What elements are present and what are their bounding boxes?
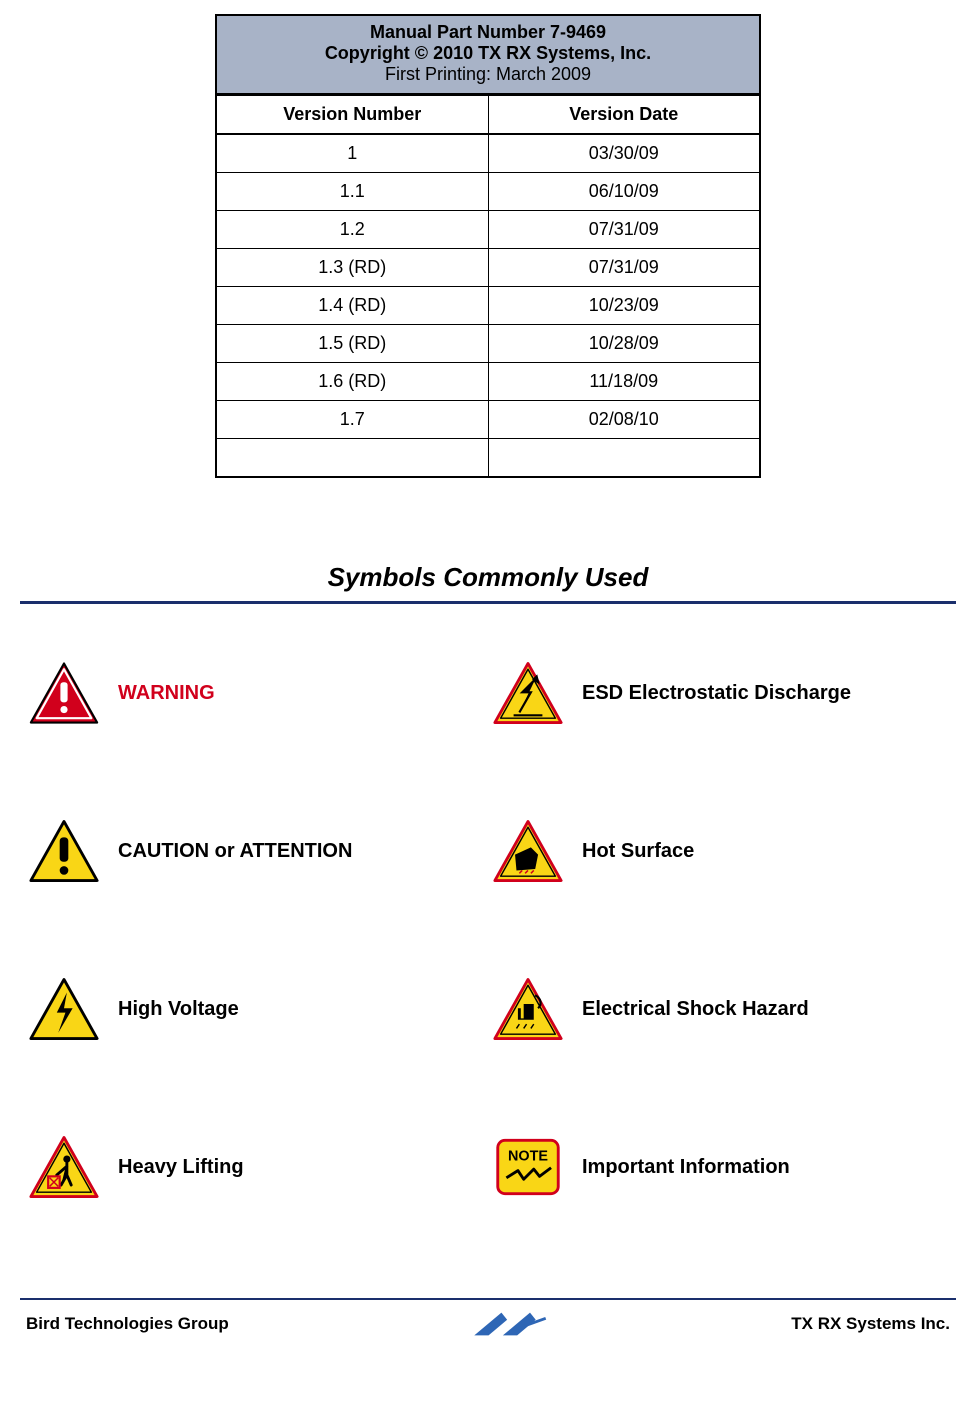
heading-rule bbox=[20, 601, 956, 604]
cell-date: 07/31/09 bbox=[488, 249, 760, 287]
cell-date: 06/10/09 bbox=[488, 173, 760, 211]
symbol-heavy-lifting: Heavy Lifting bbox=[28, 1134, 492, 1200]
footer-logo-icon bbox=[467, 1304, 553, 1344]
symbol-label: Hot Surface bbox=[582, 840, 694, 863]
symbol-label: High Voltage bbox=[118, 998, 239, 1021]
cell-ver: 1.6 (RD) bbox=[216, 363, 488, 401]
header-line-1: Manual Part Number 7-9469 bbox=[221, 22, 755, 43]
cell-date: 10/28/09 bbox=[488, 325, 760, 363]
cell-date bbox=[488, 439, 760, 478]
header-line-2: Copyright © 2010 TX RX Systems, Inc. bbox=[221, 43, 755, 64]
cell-ver: 1.2 bbox=[216, 211, 488, 249]
cell-date: 07/31/09 bbox=[488, 211, 760, 249]
symbol-label: CAUTION or ATTENTION bbox=[118, 840, 352, 863]
cell-date: 03/30/09 bbox=[488, 134, 760, 173]
symbol-label: Important Information bbox=[582, 1156, 790, 1179]
symbol-warning: WARNING bbox=[28, 660, 492, 726]
note-icon: NOTE bbox=[492, 1134, 564, 1200]
shock-hazard-icon bbox=[492, 976, 564, 1042]
footer-left: Bird Technologies Group bbox=[26, 1314, 229, 1334]
heavy-lifting-icon bbox=[28, 1134, 100, 1200]
footer-rule bbox=[20, 1298, 956, 1300]
version-table: Manual Part Number 7-9469 Copyright © 20… bbox=[215, 14, 761, 478]
symbol-esd: ESD Electrostatic Discharge bbox=[492, 660, 956, 726]
symbol-high-voltage: High Voltage bbox=[28, 976, 492, 1042]
symbol-label: Electrical Shock Hazard bbox=[582, 998, 809, 1021]
symbol-shock-hazard: Electrical Shock Hazard bbox=[492, 976, 956, 1042]
esd-icon bbox=[492, 660, 564, 726]
cell-ver: 1.1 bbox=[216, 173, 488, 211]
symbol-caution: CAUTION or ATTENTION bbox=[28, 818, 492, 884]
cell-ver: 1.4 (RD) bbox=[216, 287, 488, 325]
footer-right: TX RX Systems Inc. bbox=[791, 1314, 950, 1334]
col-version-date: Version Date bbox=[488, 95, 760, 135]
symbols-heading: Symbols Commonly Used bbox=[20, 562, 956, 593]
svg-text:NOTE: NOTE bbox=[508, 1149, 548, 1165]
cell-ver: 1.7 bbox=[216, 401, 488, 439]
footer: Bird Technologies Group TX RX Systems In… bbox=[20, 1304, 956, 1344]
hot-surface-icon bbox=[492, 818, 564, 884]
cell-date: 11/18/09 bbox=[488, 363, 760, 401]
warning-icon bbox=[28, 660, 100, 726]
cell-ver: 1.3 (RD) bbox=[216, 249, 488, 287]
cell-date: 02/08/10 bbox=[488, 401, 760, 439]
version-table-header: Manual Part Number 7-9469 Copyright © 20… bbox=[216, 15, 760, 95]
high-voltage-icon bbox=[28, 976, 100, 1042]
symbol-label: Heavy Lifting bbox=[118, 1156, 244, 1179]
cell-date: 10/23/09 bbox=[488, 287, 760, 325]
symbols-grid: WARNING ESD Electrostatic Discharge CAUT… bbox=[20, 660, 956, 1200]
cell-ver: 1 bbox=[216, 134, 488, 173]
symbol-label: ESD Electrostatic Discharge bbox=[582, 682, 851, 705]
col-version-number: Version Number bbox=[216, 95, 488, 135]
symbol-label: WARNING bbox=[118, 682, 215, 705]
symbol-note: NOTE Important Information bbox=[492, 1134, 956, 1200]
cell-ver: 1.5 (RD) bbox=[216, 325, 488, 363]
header-line-3: First Printing: March 2009 bbox=[221, 64, 755, 85]
cell-ver bbox=[216, 439, 488, 478]
caution-icon bbox=[28, 818, 100, 884]
symbol-hot-surface: Hot Surface bbox=[492, 818, 956, 884]
